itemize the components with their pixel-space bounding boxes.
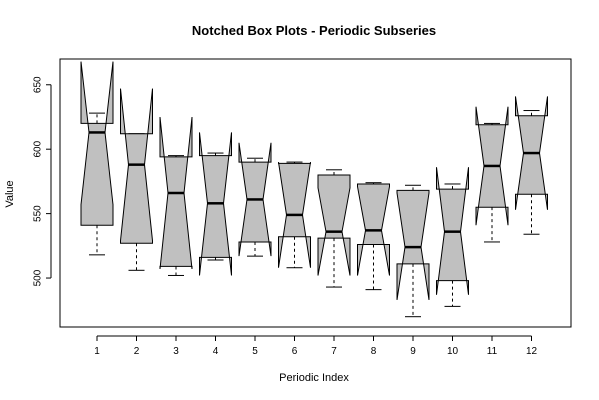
x-tick-label: 7 <box>331 346 337 357</box>
x-tick-label: 5 <box>252 346 258 357</box>
box-5 <box>238 142 272 257</box>
x-tick-label: 12 <box>526 346 538 357</box>
box-7 <box>317 169 351 288</box>
notched-box <box>396 189 430 300</box>
y-tick-label: 650 <box>33 76 44 93</box>
box-12 <box>515 96 548 235</box>
x-tick-label: 11 <box>487 346 498 357</box>
x-tick-label: 4 <box>213 346 219 357</box>
box-10 <box>436 167 469 307</box>
x-tick-label: 6 <box>292 346 298 357</box>
box-8 <box>357 182 390 291</box>
y-axis-label: Value <box>4 180 16 207</box>
y-tick-label: 550 <box>33 205 44 222</box>
box-1 <box>80 61 114 256</box>
x-tick-label: 9 <box>410 346 416 357</box>
box-3 <box>159 116 193 276</box>
box-4 <box>199 132 232 276</box>
notched-box <box>120 88 153 244</box>
box-6 <box>278 161 311 269</box>
chart-title: Notched Box Plots - Periodic Subseries <box>192 23 436 38</box>
x-tick-label: 2 <box>134 346 140 357</box>
box-9 <box>396 184 430 318</box>
x-tick-label: 10 <box>447 346 459 357</box>
x-axis-label: Periodic Index <box>279 372 349 384</box>
y-tick-label: 500 <box>33 269 44 286</box>
box-11 <box>475 106 509 243</box>
notched-box <box>80 61 114 226</box>
y-tick-label: 600 <box>33 140 44 157</box>
plot-frame <box>59 58 572 328</box>
x-tick-label: 8 <box>371 346 377 357</box>
x-tick-label: 3 <box>173 346 179 357</box>
box-2 <box>120 88 153 271</box>
plot-area <box>80 61 548 318</box>
notched-box <box>317 174 351 276</box>
x-tick-label: 1 <box>94 346 100 357</box>
